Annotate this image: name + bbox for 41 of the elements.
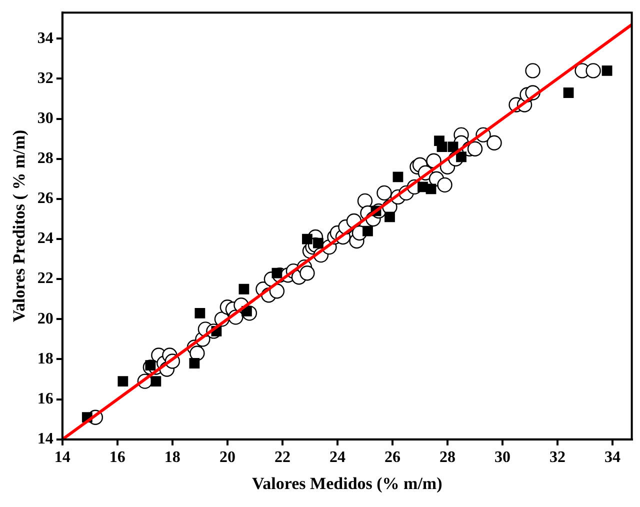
x-tick-label: 26	[384, 449, 400, 466]
point	[436, 142, 448, 152]
point	[302, 234, 312, 244]
x-tick-label: 28	[440, 449, 456, 466]
x-tick-label: 32	[550, 449, 566, 466]
point	[118, 376, 128, 386]
y-tick-label: 24	[37, 230, 54, 248]
y-tick-label: 26	[37, 190, 54, 208]
point	[362, 226, 373, 236]
y-tick-label: 14	[37, 430, 54, 448]
x-tick-label: 34	[604, 449, 621, 466]
point	[238, 284, 250, 294]
point	[194, 308, 206, 318]
x-tick-label: 16	[109, 449, 126, 466]
point	[426, 184, 436, 194]
y-tick-label: 16	[37, 390, 54, 408]
x-tick-label: 22	[274, 449, 290, 466]
y-axis-title: Valores Preditos ( % m/m)	[10, 130, 29, 322]
point	[392, 172, 404, 182]
y-tick-label: 20	[37, 310, 54, 328]
point	[313, 238, 324, 248]
x-tick-label: 20	[219, 449, 236, 466]
point	[448, 142, 458, 152]
x-tick-label: 30	[494, 449, 511, 466]
x-tick-label: 14	[54, 449, 70, 466]
y-tick-label: 34	[37, 30, 54, 47]
y-tick-label: 18	[37, 350, 54, 368]
point	[145, 360, 156, 370]
point	[150, 376, 162, 386]
point	[456, 152, 466, 162]
x-tick-label: 18	[164, 449, 180, 466]
point	[602, 66, 612, 76]
y-tick-label: 30	[37, 110, 54, 127]
x-axis-title: Valores Medidos (% m/m)	[252, 474, 442, 494]
x-tick-label: 24	[329, 449, 346, 466]
point	[563, 88, 574, 98]
point	[189, 358, 200, 368]
point	[384, 212, 395, 222]
y-tick-label: 22	[37, 270, 54, 288]
y-tick-label: 28	[37, 150, 54, 168]
y-tick-label: 32	[37, 70, 54, 87]
